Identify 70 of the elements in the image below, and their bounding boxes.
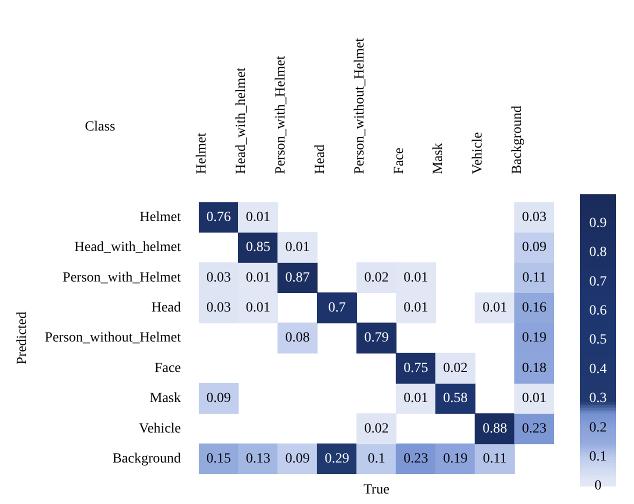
- color-bar-label: 0.4: [589, 362, 607, 377]
- y-tick-label: Face: [154, 360, 181, 376]
- data-label: 0.23: [404, 452, 428, 467]
- x-axis-title: True: [363, 482, 390, 498]
- data-label: 0.7: [328, 300, 346, 316]
- data-label: 0.16: [522, 300, 547, 316]
- data-label: 0.79: [364, 330, 389, 346]
- data-label: 0.01: [246, 210, 270, 225]
- data-label: 0.03: [206, 270, 231, 286]
- data-label: 0.01: [482, 300, 508, 316]
- y-tick-label: Mask: [150, 391, 181, 406]
- data-label: 0.13: [246, 452, 270, 467]
- data-label: 0.19: [443, 452, 468, 467]
- data-label: 0.01: [404, 270, 428, 286]
- data-label: 0.08: [285, 330, 310, 346]
- data-label: 0.11: [482, 452, 507, 467]
- x-tick-label: Head_with_helmet: [234, 67, 249, 174]
- data-label: 0.1: [368, 452, 386, 467]
- data-label: 0.19: [522, 330, 547, 346]
- color-bar-label: 0: [594, 478, 602, 494]
- y-tick-label: Person_without_Helmet: [44, 330, 181, 346]
- color-bar-label: 0.5: [589, 332, 607, 348]
- color-bar-label: 0.8: [589, 245, 607, 260]
- x-tick-label: Background: [510, 106, 526, 174]
- data-label: 0.01: [522, 391, 547, 406]
- data-label: 0.03: [522, 210, 547, 225]
- data-label: 0.76: [206, 210, 231, 225]
- data-label: 0.01: [246, 300, 270, 316]
- data-label: 0.18: [522, 360, 547, 376]
- data-label: 0.23: [522, 421, 547, 436]
- data-label: 0.15: [206, 452, 231, 467]
- color-bar-label: 0.3: [589, 391, 607, 406]
- x-tick-label: Helmet: [194, 132, 210, 174]
- data-label: 0.75: [404, 360, 428, 376]
- data-label: 0.01: [404, 391, 428, 406]
- data-label: 0.85: [246, 240, 270, 256]
- y-tick-label: Vehicle: [138, 421, 181, 436]
- data-label: 0.29: [324, 452, 350, 467]
- x-tick-label: Face: [392, 148, 407, 174]
- data-label: 0.87: [285, 270, 310, 286]
- y-axis-title: Predicted: [15, 312, 30, 364]
- x-tick-label: Vehicle: [470, 132, 486, 174]
- data-label: 0.02: [443, 360, 468, 376]
- y-tick-label: Head_with_helmet: [74, 240, 181, 256]
- color-bar-label: 0.7: [589, 274, 607, 290]
- y-tick-label: Head: [151, 300, 181, 316]
- data-label: 0.58: [443, 391, 468, 406]
- y-tick-label: Background: [112, 452, 181, 467]
- data-label: 0.01: [404, 300, 428, 316]
- data-label: 0.03: [206, 300, 231, 316]
- color-bar-label: 0.2: [589, 420, 607, 436]
- data-label: 0.09: [206, 391, 231, 406]
- data-label: 0.11: [522, 270, 546, 286]
- data-label: 0.01: [285, 240, 310, 256]
- x-tick-label: Person_with_Helmet: [273, 56, 288, 174]
- y-tick-label: Person_with_Helmet: [62, 270, 181, 286]
- x-tick-label: Head: [312, 144, 328, 174]
- data-label: 0.09: [285, 452, 310, 467]
- color-bar-label: 0.6: [589, 304, 607, 319]
- data-label: 0.02: [364, 421, 389, 436]
- data-label: 0.01: [246, 270, 270, 286]
- color-bar-label: 0.9: [589, 216, 607, 231]
- data-label: 0.02: [364, 270, 389, 286]
- color-bar-label: 0.1: [589, 449, 607, 464]
- data-label: 0.88: [482, 421, 508, 436]
- text: Class: [84, 120, 116, 135]
- y-tick-label: Helmet: [140, 210, 181, 225]
- x-tick-label: Person_without_Helmet: [352, 38, 368, 174]
- x-tick-label: Mask: [431, 142, 446, 174]
- data-label: 0.09: [522, 240, 547, 256]
